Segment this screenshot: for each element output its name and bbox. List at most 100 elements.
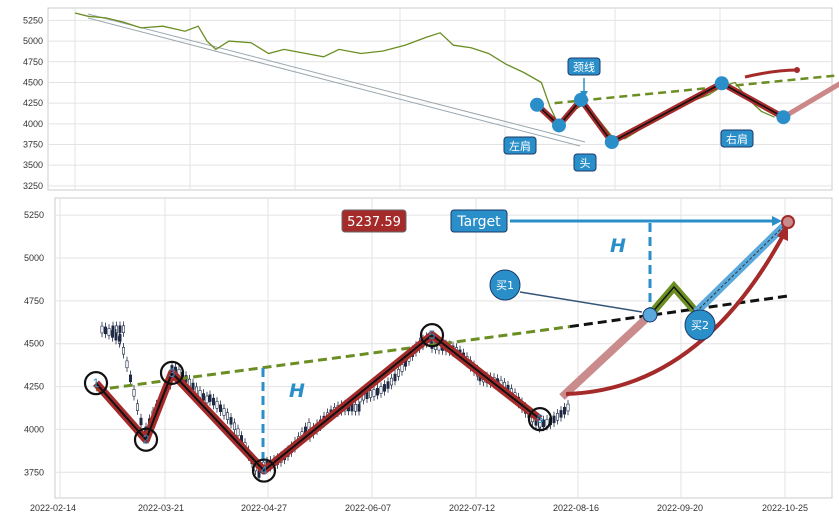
- pattern-point-label: 3: [169, 366, 176, 380]
- bottom-y-tick-label: 5000: [24, 253, 44, 263]
- candle-body: [222, 408, 226, 416]
- target-point: [781, 215, 795, 229]
- candle-body: [372, 389, 376, 397]
- top-annotation-box: [573, 153, 597, 172]
- candle-body: [400, 364, 404, 372]
- top-y-tick-label: 4500: [23, 77, 43, 87]
- candle-body: [107, 328, 111, 336]
- top-annotation-text: 左肩: [509, 139, 531, 153]
- top-panel: 5250 5000 4750 4500 4250 4000 3750 3500 3250 颈线左…: [23, 7, 839, 191]
- top-plot-area: [47, 7, 833, 191]
- x-tick-label: 2022-08-16: [553, 503, 599, 513]
- candle-body: [357, 404, 361, 412]
- top-pattern-dot: [776, 110, 791, 125]
- x-tick-label: 2022-07-12: [449, 503, 495, 513]
- x-tick-label: 2022-04-27: [241, 503, 287, 513]
- top-pattern-dot: [552, 118, 566, 133]
- target-value-box: [341, 209, 407, 233]
- pattern-point-label: 6: [537, 412, 544, 426]
- buy2-marker: [684, 309, 716, 341]
- neckline: [95, 325, 571, 392]
- candle-body: [393, 373, 397, 382]
- top-y-tick-label: 4250: [23, 98, 43, 108]
- candle-body: [139, 417, 143, 426]
- pattern-point-circle: [251, 458, 277, 483]
- candle-body: [111, 330, 115, 338]
- pattern-point-circle: [419, 323, 445, 348]
- top-y-tick-label: 5250: [23, 15, 43, 25]
- candle-body: [229, 417, 233, 425]
- top-pattern-dot: [714, 76, 729, 91]
- top-pattern-dot: [604, 135, 619, 150]
- top-annotation-box: [567, 57, 601, 76]
- pattern-point-circle: [83, 371, 109, 396]
- bottom-y-tick-label: 4500: [24, 339, 44, 349]
- pattern-point-circle: [527, 407, 553, 432]
- x-axis-ticks: 2022-02-14 2022-03-21 2022-04-27 2022-06-07…: [30, 503, 808, 513]
- buy1-point: [642, 307, 658, 323]
- bottom-y-tick-label: 4000: [24, 424, 44, 434]
- candle-body: [555, 413, 559, 421]
- candle-body: [212, 397, 216, 406]
- candle-body: [566, 403, 570, 412]
- candle-body: [379, 386, 383, 394]
- candle-body: [205, 395, 209, 404]
- buy1-arrow: [519, 291, 643, 313]
- bottom-y-tick-label: 4250: [24, 382, 44, 392]
- target-arrowhead: [772, 216, 782, 226]
- pattern-point-label: 5: [429, 328, 436, 342]
- top-target-point: [794, 67, 800, 73]
- top-y-tick-label: 3500: [23, 160, 43, 170]
- candle-body: [233, 422, 237, 430]
- target-value: 5237.59: [347, 215, 401, 230]
- pattern-point-label: 2: [143, 433, 150, 447]
- neckline-extension: [569, 294, 791, 329]
- candle-body: [104, 326, 108, 335]
- candle-body: [132, 389, 136, 397]
- candle-body: [122, 325, 126, 333]
- buy1-marker: [489, 269, 521, 301]
- candle-body: [122, 347, 126, 355]
- bottom-y-tick-label: 3750: [24, 467, 44, 477]
- pattern-core: [95, 333, 541, 472]
- x-tick-label: 2022-09-20: [657, 503, 703, 513]
- buy2-label: 买2: [691, 319, 709, 332]
- candle-body: [219, 404, 223, 413]
- candle-body: [353, 404, 357, 412]
- candle-body: [382, 384, 386, 392]
- top-y-tick-label: 3750: [23, 140, 43, 150]
- candle-body: [559, 410, 563, 418]
- neck-arrowhead: [580, 91, 588, 98]
- target-leg-core: [695, 221, 789, 313]
- candle-body: [114, 332, 118, 341]
- channel-line: [87, 17, 581, 147]
- candle-body: [125, 360, 129, 369]
- top-y-tick-label: 5000: [23, 36, 43, 46]
- top-y-tick-label: 4000: [23, 119, 43, 129]
- channel-line: [87, 13, 586, 143]
- top-pattern-dot: [574, 92, 588, 107]
- x-tick-label: 2022-02-14: [30, 503, 76, 513]
- x-tick-label: 2022-10-25: [762, 503, 808, 513]
- bottom-y-tick-label: 4750: [24, 296, 44, 306]
- height-label-projected: H: [610, 235, 626, 257]
- candle-body: [115, 325, 119, 334]
- candle-body: [541, 419, 545, 428]
- bottom-y-ticks: 5250 5000 4750 4500 4250 4000 3750: [24, 210, 44, 477]
- pattern-point-circle: [133, 427, 159, 452]
- target-label: Target: [456, 214, 501, 230]
- top-annotation-text: 颈线: [573, 60, 595, 74]
- top-annotation-box: [720, 129, 754, 148]
- top-grid: [48, 8, 832, 190]
- candle-body: [396, 369, 400, 377]
- top-y-ticks: 5250 5000 4750 4500 4250 4000 3750 3500 3250: [23, 15, 43, 190]
- candle-body: [208, 394, 212, 402]
- bottom-series: H H 5237.59 Target 买1 买2 1 2 3 4 5 6: [83, 209, 795, 483]
- candle-body: [215, 401, 219, 409]
- candle-body: [545, 418, 549, 427]
- bottom-y-tick-label: 5250: [24, 210, 44, 220]
- candle-body: [129, 374, 133, 383]
